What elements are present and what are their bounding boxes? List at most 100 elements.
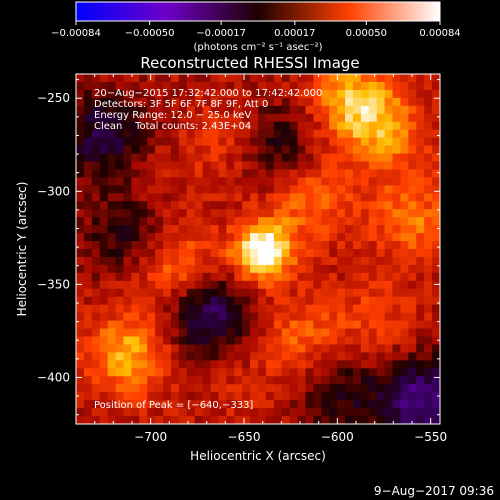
- heatmap-cell: [178, 368, 188, 377]
- heatmap-cell: [281, 161, 291, 170]
- heatmap-cell: [376, 352, 386, 361]
- heatmap-cell: [313, 161, 322, 170]
- heatmap-cell: [210, 352, 219, 361]
- heatmap-cell: [226, 153, 235, 162]
- heatmap-cell: [352, 97, 362, 107]
- heatmap-cell: [155, 352, 164, 361]
- heatmap-cell: [329, 344, 338, 353]
- heatmap-cell: [432, 137, 440, 146]
- heatmap-cell: [258, 113, 267, 123]
- heatmap-cell: [76, 129, 85, 139]
- heatmap-cell: [163, 217, 172, 226]
- heatmap-cell: [83, 161, 93, 170]
- heatmap-cell: [258, 97, 267, 107]
- heatmap-cell: [432, 400, 440, 409]
- heatmap-cell: [258, 177, 267, 186]
- heatmap-cell: [115, 360, 124, 369]
- heatmap-cell: [170, 233, 180, 242]
- heatmap-cell: [147, 113, 156, 123]
- heatmap-cell: [432, 153, 440, 162]
- heatmap-cell: [297, 320, 306, 329]
- heatmap-cell: [242, 320, 251, 329]
- heatmap-cell: [218, 225, 227, 234]
- heatmap-cell: [155, 201, 164, 210]
- heatmap-cell: [432, 89, 440, 99]
- heatmap-cell: [265, 288, 275, 298]
- heatmap-cell: [155, 392, 164, 401]
- heatmap-cell: [281, 177, 291, 186]
- heatmap-cell: [273, 241, 283, 250]
- heatmap-cell: [273, 209, 283, 218]
- heatmap-cell: [305, 193, 314, 202]
- heatmap-cell: [131, 177, 140, 186]
- heatmap-cell: [337, 352, 346, 361]
- heatmap-cell: [329, 89, 338, 99]
- heatmap-cell: [202, 352, 211, 361]
- heatmap-cell: [123, 288, 132, 298]
- heatmap-cell: [147, 241, 156, 250]
- heatmap-cell: [202, 201, 211, 210]
- heatmap-cell: [281, 288, 291, 298]
- heatmap-cell: [400, 408, 409, 417]
- heatmap-cell: [289, 320, 298, 329]
- heatmap-cell: [384, 256, 393, 266]
- heatmap-cell: [408, 113, 417, 123]
- heatmap-cell: [321, 129, 330, 139]
- heatmap-cell: [345, 201, 354, 210]
- heatmap-cell: [99, 296, 109, 306]
- heatmap-cell: [123, 153, 132, 162]
- heatmap-cell: [163, 352, 172, 361]
- heatmap-cell: [194, 264, 204, 274]
- heatmap-cell: [155, 97, 164, 107]
- heatmap-cell: [329, 225, 338, 234]
- heatmap-cell: [408, 280, 417, 290]
- heatmap-cell: [297, 280, 306, 290]
- heatmap-cell: [321, 225, 330, 234]
- heatmap-cell: [273, 344, 283, 353]
- heatmap-cell: [242, 280, 251, 290]
- heatmap-cell: [194, 288, 204, 298]
- heatmap-cell: [170, 74, 180, 83]
- heatmap-cell: [273, 153, 283, 162]
- heatmap-cell: [226, 137, 235, 146]
- heatmap-cell: [416, 416, 425, 424]
- heatmap-cell: [91, 304, 101, 314]
- heatmap-cell: [155, 121, 164, 131]
- heatmap-cell: [226, 97, 235, 107]
- heatmap-cell: [123, 201, 132, 210]
- colorbar-tick-label: −0.00084: [51, 28, 101, 39]
- heatmap-cell: [83, 137, 93, 146]
- heatmap-cell: [250, 256, 259, 266]
- heatmap-cell: [265, 153, 275, 162]
- heatmap-cell: [170, 376, 180, 385]
- heatmap-cell: [305, 209, 314, 218]
- heatmap-cell: [250, 233, 259, 242]
- heatmap-cell: [424, 280, 433, 290]
- heatmap-cell: [155, 304, 164, 314]
- heatmap-cell: [107, 249, 116, 258]
- heatmap-cell: [91, 129, 101, 139]
- heatmap-cell: [91, 352, 101, 361]
- heatmap-cell: [76, 105, 85, 115]
- heatmap-cell: [218, 312, 227, 321]
- heatmap-cell: [76, 384, 85, 393]
- heatmap-cell: [424, 161, 433, 170]
- heatmap-cell: [424, 360, 433, 369]
- heatmap-cell: [91, 296, 101, 306]
- heatmap-cell: [147, 81, 156, 91]
- heatmap-cell: [400, 74, 409, 83]
- heatmap-cell: [337, 241, 346, 250]
- heatmap-cell: [194, 193, 204, 202]
- heatmap-cell: [226, 376, 235, 385]
- heatmap-cell: [416, 384, 425, 393]
- heatmap-cell: [416, 312, 425, 321]
- info-line-1: 20−Aug−2015 17:32:42.000 to 17:42:42.000: [94, 88, 322, 99]
- heatmap-cell: [258, 209, 267, 218]
- heatmap-cell: [416, 392, 425, 401]
- heatmap-cell: [345, 233, 354, 242]
- heatmap-cell: [432, 272, 440, 282]
- heatmap-cell: [242, 137, 251, 146]
- heatmap-cell: [234, 89, 243, 99]
- heatmap-cell: [202, 225, 211, 234]
- heatmap-cell: [234, 209, 243, 218]
